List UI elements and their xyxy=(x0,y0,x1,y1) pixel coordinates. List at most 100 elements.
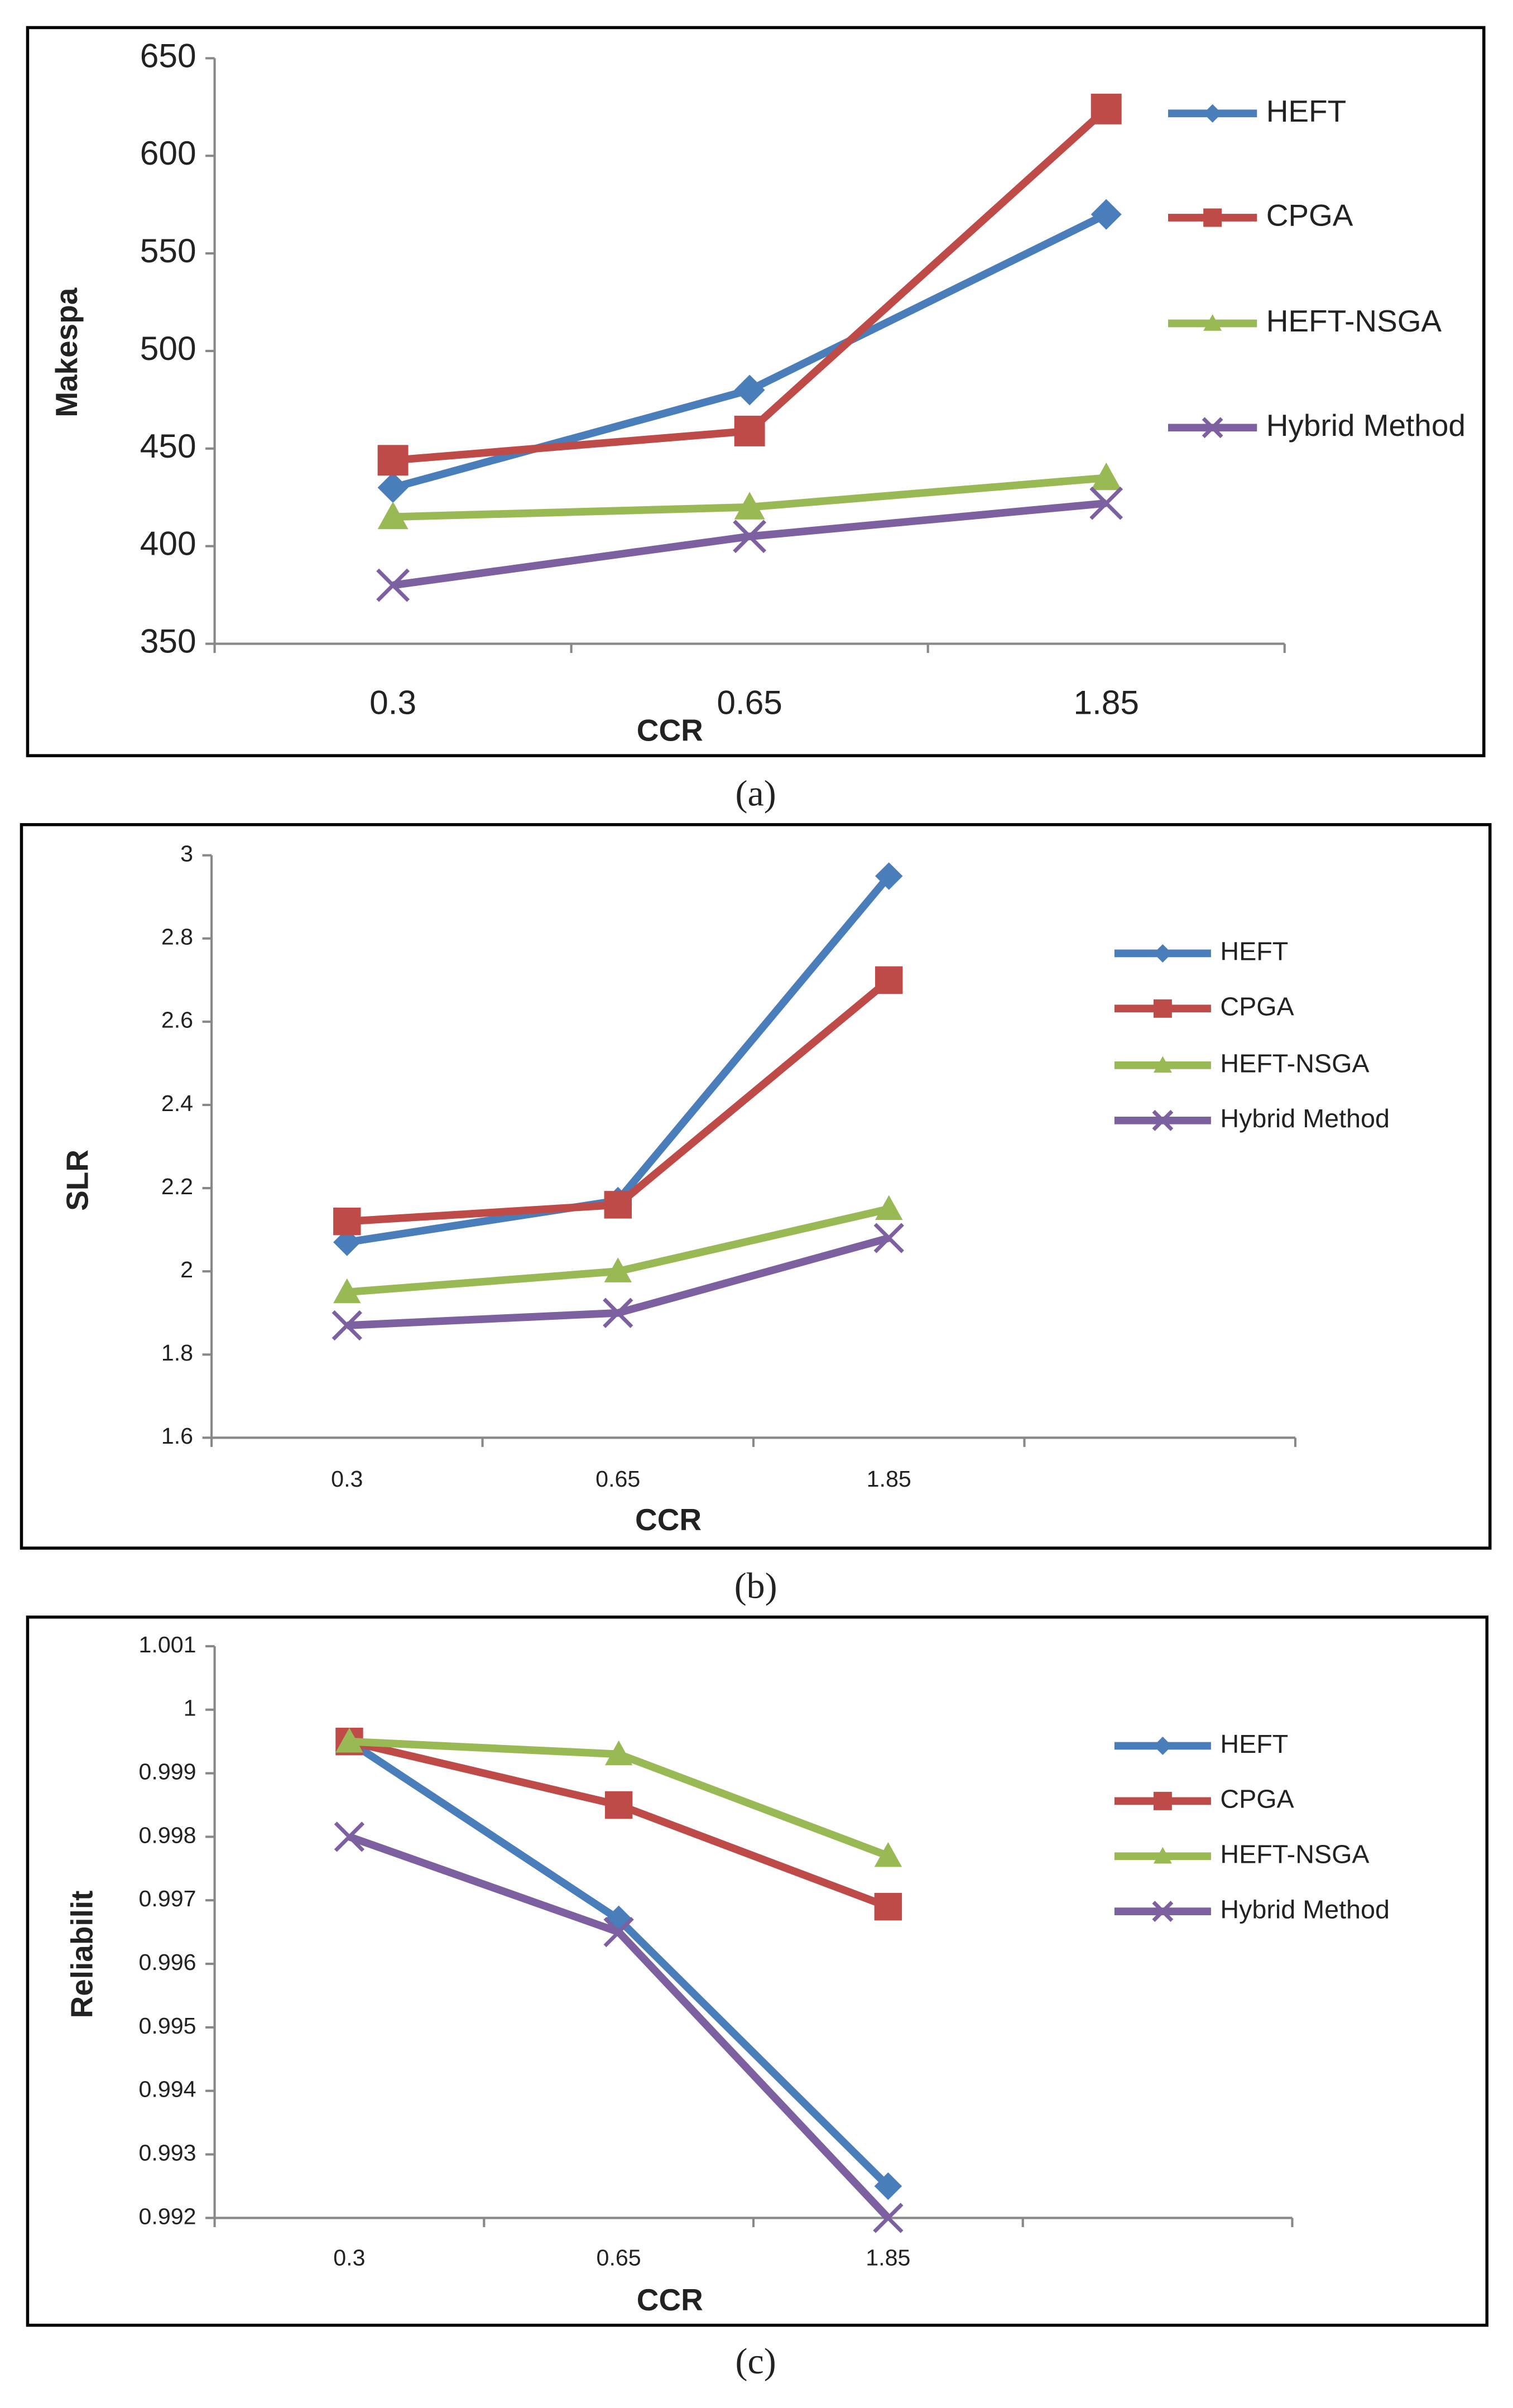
y-tick-label: 1.8 xyxy=(161,1340,193,1366)
marker xyxy=(734,374,765,406)
marker xyxy=(334,1821,365,1852)
x-tick-label: 1.85 xyxy=(1073,683,1139,721)
legend-label: Hybrid Method xyxy=(1266,408,1466,443)
y-tick-label: 0.997 xyxy=(139,1886,196,1911)
caption: (b) xyxy=(734,1565,777,1606)
y-tick-label: 450 xyxy=(140,427,196,465)
x-tick-label: 1.85 xyxy=(867,1466,911,1492)
y-tick-label: 350 xyxy=(140,622,196,660)
marker xyxy=(875,862,903,890)
series-line xyxy=(347,977,892,1225)
legend-label: HEFT-NSGA xyxy=(1220,1840,1370,1869)
y-tick-label: 400 xyxy=(140,525,196,563)
x-tick-label: 0.65 xyxy=(597,2244,641,2270)
y-tick-label: 2 xyxy=(180,1257,193,1282)
marker xyxy=(1091,93,1122,124)
marker xyxy=(377,445,409,476)
marker xyxy=(1153,999,1172,1018)
marker xyxy=(874,1842,902,1867)
marker xyxy=(1091,462,1122,491)
marker xyxy=(604,1257,632,1282)
chart-frame xyxy=(26,26,1486,757)
legend-label: HEFT-NSGA xyxy=(1266,304,1442,338)
series-line xyxy=(392,211,1108,492)
marker xyxy=(333,1207,361,1236)
marker xyxy=(604,1191,632,1219)
x-axis-title: CCR xyxy=(637,713,703,747)
y-tick-label: 650 xyxy=(140,36,196,74)
marker xyxy=(332,1310,362,1341)
marker xyxy=(1203,104,1222,123)
x-tick-label: 0.3 xyxy=(331,1466,363,1492)
y-tick-label: 0.995 xyxy=(139,2013,196,2039)
marker xyxy=(1153,1791,1172,1810)
marker xyxy=(1153,1736,1172,1755)
marker xyxy=(604,1740,633,1766)
series-line xyxy=(392,106,1109,464)
y-tick-label: 0.998 xyxy=(139,1822,196,1848)
y-tick-label: 550 xyxy=(140,232,196,270)
legend-label: HEFT xyxy=(1220,1729,1288,1758)
marker xyxy=(603,1917,634,1948)
marker xyxy=(1091,199,1122,230)
chart-frame xyxy=(20,823,1492,1550)
y-tick-label: 0.996 xyxy=(139,1949,196,1975)
y-axis-title: SLR xyxy=(60,1150,94,1211)
y-tick-label: 500 xyxy=(140,329,196,367)
legend-label: CPGA xyxy=(1220,992,1294,1021)
y-tick-label: 2.8 xyxy=(161,924,193,950)
marker xyxy=(604,1791,633,1819)
legend-label: CPGA xyxy=(1266,198,1353,233)
x-tick-label: 0.65 xyxy=(717,683,782,721)
legend-label: CPGA xyxy=(1220,1785,1294,1814)
y-tick-label: 1.001 xyxy=(139,1632,196,1657)
marker xyxy=(1089,486,1123,520)
legend-label: HEFT-NSGA xyxy=(1220,1049,1370,1078)
legend-label: Hybrid Method xyxy=(1220,1895,1390,1924)
y-tick-label: 600 xyxy=(140,134,196,172)
x-axis-title: CCR xyxy=(635,1502,702,1537)
marker xyxy=(1153,1847,1172,1864)
series-line xyxy=(348,1833,891,2221)
legend-label: Hybrid Method xyxy=(1220,1104,1390,1133)
y-tick-label: 0.994 xyxy=(139,2077,196,2102)
x-tick-label: 1.85 xyxy=(866,2244,910,2270)
y-tick-label: 3 xyxy=(180,841,193,867)
legend-label: HEFT xyxy=(1266,94,1346,128)
chart-frame xyxy=(26,1615,1489,2327)
caption: (c) xyxy=(736,2341,776,2382)
marker xyxy=(874,1892,902,1921)
y-tick-label: 2.6 xyxy=(161,1007,193,1033)
marker xyxy=(875,1195,903,1220)
x-tick-label: 0.3 xyxy=(333,2244,365,2270)
x-tick-label: 0.65 xyxy=(595,1466,640,1492)
marker xyxy=(377,472,409,503)
x-tick-label: 0.3 xyxy=(369,683,416,721)
y-tick-label: 0.992 xyxy=(139,2203,196,2229)
marker xyxy=(1203,208,1222,227)
marker xyxy=(734,415,765,446)
y-axis-title: Makespa xyxy=(49,287,84,417)
marker xyxy=(875,966,903,994)
y-tick-label: 1 xyxy=(184,1695,196,1721)
x-axis-title: CCR xyxy=(637,2282,703,2317)
marker xyxy=(1152,1109,1174,1131)
marker xyxy=(335,1727,363,1753)
y-tick-label: 2.2 xyxy=(161,1174,193,1199)
y-tick-label: 2.4 xyxy=(161,1090,193,1116)
marker xyxy=(734,492,765,520)
marker xyxy=(1202,417,1223,439)
marker xyxy=(873,1223,904,1253)
legend-label: HEFT xyxy=(1220,937,1288,966)
marker xyxy=(376,568,410,602)
marker xyxy=(377,501,409,530)
y-tick-label: 0.999 xyxy=(139,1758,196,1784)
marker xyxy=(1153,1056,1172,1073)
marker xyxy=(733,520,767,554)
y-tick-label: 0.993 xyxy=(139,2140,196,2165)
marker xyxy=(874,2172,902,2200)
caption: (a) xyxy=(736,773,776,814)
marker xyxy=(333,1278,361,1304)
y-axis-title: Reliabilit xyxy=(65,1891,99,2018)
